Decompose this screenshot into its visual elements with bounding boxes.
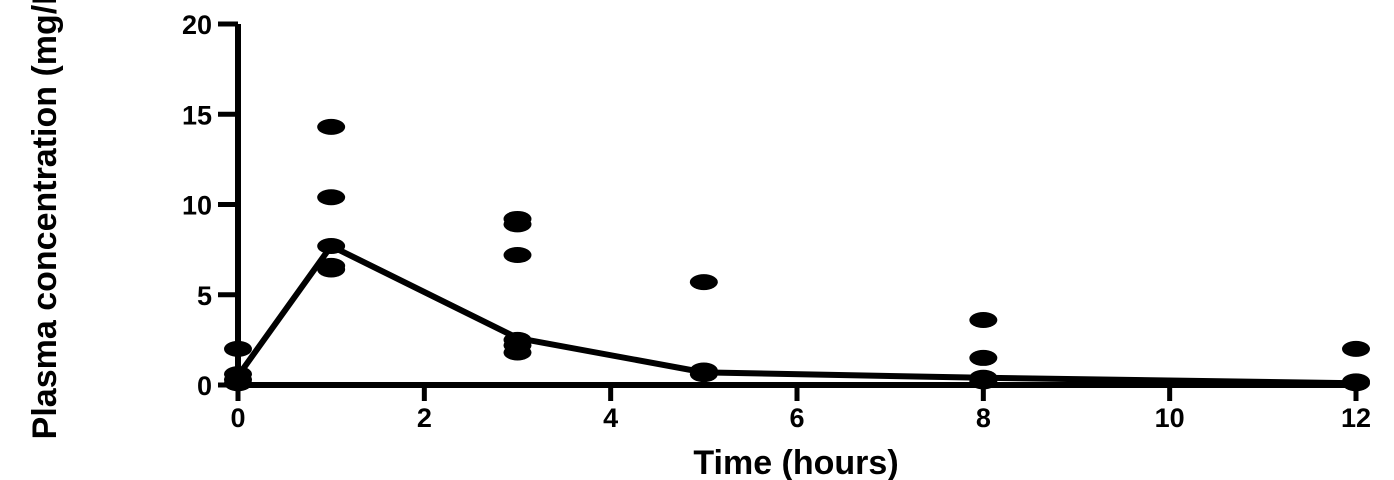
y-tick-label: 0	[197, 371, 212, 401]
y-tick-label: 10	[182, 191, 212, 221]
data-point	[224, 340, 252, 357]
data-point	[503, 216, 532, 233]
data-point	[1342, 340, 1370, 357]
y-axis-title: Plasma concentration (mg/L)	[26, 0, 64, 439]
x-tick-label: 4	[603, 403, 618, 433]
mean-concentration-line	[235, 243, 1357, 387]
data-point	[969, 312, 998, 329]
y-ticks: 0 5 10 15 20	[182, 10, 238, 401]
y-tick-label: 5	[197, 281, 212, 311]
data-point	[503, 344, 532, 361]
data-point	[317, 238, 346, 255]
x-tick-label: 0	[230, 403, 245, 433]
y-tick-label: 20	[182, 10, 212, 40]
x-ticks: 0 2 4 6 8 10 12	[230, 385, 1371, 433]
x-tick-label: 10	[1155, 403, 1185, 433]
data-point	[317, 261, 346, 278]
x-tick-label: 8	[976, 403, 991, 433]
x-tick-label: 2	[417, 403, 432, 433]
data-point	[1342, 375, 1370, 392]
data-point	[503, 247, 532, 264]
data-point	[317, 189, 346, 206]
x-axis-title: Time (hours)	[693, 444, 898, 480]
data-point	[689, 274, 718, 291]
y-tick-label: 15	[182, 100, 212, 130]
data-point	[317, 118, 346, 135]
x-tick-label: 12	[1341, 403, 1371, 433]
data-point	[969, 373, 998, 390]
x-tick-label: 6	[789, 403, 804, 433]
data-point	[689, 366, 718, 383]
data-points	[224, 118, 1370, 392]
axes	[235, 24, 1360, 388]
data-point	[969, 349, 998, 366]
data-point	[224, 375, 252, 392]
